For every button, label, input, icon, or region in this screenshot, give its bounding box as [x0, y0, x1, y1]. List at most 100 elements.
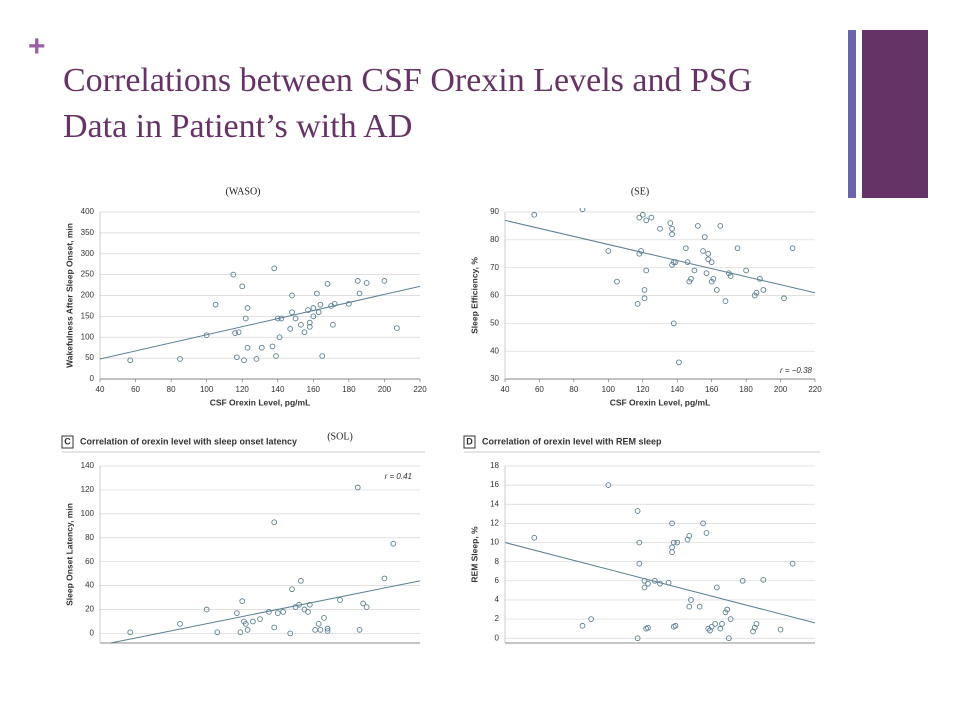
- point: [203, 332, 210, 339]
- point: [705, 256, 712, 263]
- point: [234, 610, 240, 616]
- y-tick-label: 60: [85, 557, 94, 566]
- x-axis-title: CSF Orexin Level, pg/mL: [210, 397, 311, 407]
- point: [274, 610, 281, 616]
- point: [717, 625, 724, 632]
- point: [306, 601, 313, 608]
- point: [177, 356, 183, 362]
- point: [739, 577, 746, 584]
- point: [669, 549, 675, 555]
- point: [724, 606, 731, 613]
- point: [250, 618, 256, 625]
- point: [638, 248, 644, 254]
- point: [212, 301, 219, 308]
- y-axis-title: Sleep Efficiency, %: [469, 257, 479, 334]
- y-tick-label: 4: [495, 595, 500, 604]
- point: [356, 290, 363, 297]
- annotation: (WASO): [226, 186, 261, 197]
- point: [688, 597, 694, 603]
- y-tick-label: 14: [490, 499, 499, 508]
- point: [684, 259, 691, 265]
- point: [760, 577, 767, 583]
- point: [296, 601, 302, 608]
- point: [636, 560, 643, 567]
- point: [273, 353, 279, 359]
- point: [789, 245, 796, 252]
- panel-title: Correlation of orexin level with REM sle…: [482, 436, 662, 446]
- point: [743, 267, 749, 274]
- point: [665, 579, 672, 586]
- y-tick-label: 16: [490, 480, 499, 489]
- r-value: r = −0.38: [780, 366, 813, 375]
- point: [651, 577, 658, 584]
- point: [306, 319, 313, 326]
- point: [639, 211, 646, 218]
- point: [531, 534, 538, 541]
- x-tick-label: 100: [602, 385, 616, 394]
- point: [777, 626, 784, 633]
- point: [253, 356, 260, 362]
- point: [753, 289, 760, 296]
- point: [237, 629, 244, 636]
- point: [722, 298, 729, 304]
- panel-label: D: [466, 436, 473, 446]
- decor-bar: [848, 30, 856, 198]
- plot: [505, 482, 815, 642]
- point: [381, 278, 388, 284]
- point: [306, 323, 313, 330]
- decor-bar: [862, 30, 928, 198]
- y-tick-label: 100: [81, 509, 95, 518]
- point: [292, 315, 299, 322]
- point: [634, 301, 641, 307]
- point: [203, 606, 210, 613]
- y-tick-label: 50: [490, 318, 499, 327]
- y-tick-label: 18: [490, 461, 499, 470]
- y-tick-label: 12: [490, 519, 499, 528]
- point: [324, 280, 331, 287]
- point: [234, 354, 240, 361]
- y-tick-label: 10: [490, 538, 499, 547]
- point: [287, 630, 294, 637]
- y-tick-label: 200: [81, 291, 95, 300]
- point: [324, 628, 331, 634]
- y-tick-label: 350: [81, 228, 95, 237]
- point: [695, 223, 701, 229]
- trend-line: [100, 285, 420, 360]
- y-tick-label: 6: [495, 576, 500, 585]
- point: [753, 621, 760, 627]
- y-tick-label: 40: [85, 581, 94, 590]
- y-tick-label: 0: [90, 629, 95, 638]
- point: [363, 280, 370, 286]
- y-tick-label: 60: [490, 291, 499, 300]
- point: [360, 600, 366, 607]
- point: [301, 329, 308, 336]
- point: [242, 621, 249, 627]
- point: [287, 326, 294, 332]
- point: [274, 315, 281, 322]
- y-tick-label: 50: [85, 353, 94, 362]
- point: [669, 225, 675, 232]
- plot: [100, 265, 420, 364]
- y-axis-title: REM Sleep, %: [469, 526, 479, 583]
- trend-line: [505, 219, 815, 294]
- point: [648, 214, 655, 221]
- point: [686, 603, 693, 610]
- point: [239, 283, 246, 290]
- x-tick-label: 100: [200, 385, 214, 394]
- point: [645, 624, 651, 631]
- point: [700, 520, 706, 527]
- point: [670, 539, 677, 546]
- x-tick-label: 160: [705, 385, 719, 394]
- point: [696, 603, 703, 610]
- panel-label: C: [64, 436, 71, 446]
- point: [579, 208, 586, 213]
- point: [686, 532, 693, 539]
- x-tick-label: 180: [342, 385, 356, 394]
- point: [703, 270, 710, 277]
- y-tick-label: 80: [85, 533, 94, 542]
- point: [239, 598, 246, 604]
- point: [381, 575, 388, 582]
- point: [579, 622, 586, 629]
- point: [670, 259, 677, 265]
